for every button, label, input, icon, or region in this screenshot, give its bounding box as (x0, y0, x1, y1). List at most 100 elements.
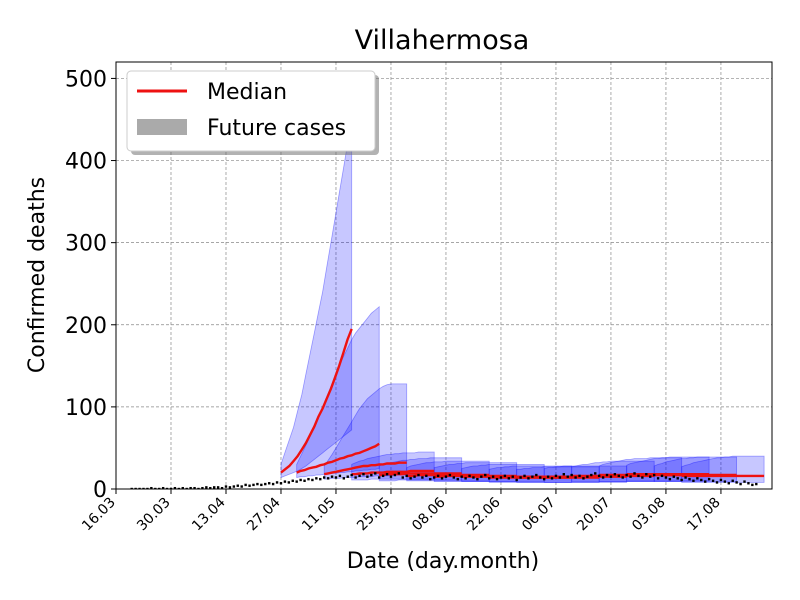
observed-point (189, 486, 192, 489)
observed-point (542, 477, 546, 481)
observed-point (484, 473, 487, 477)
forecast-band-0 (280, 119, 353, 479)
observed-point (134, 487, 137, 489)
observed-point (711, 479, 715, 482)
y-tick-label: 100 (65, 396, 107, 421)
observed-point (456, 477, 459, 481)
observed-point (252, 483, 255, 487)
observed-point (334, 476, 338, 479)
observed-point (256, 482, 259, 486)
x-tick-label: 08.06 (409, 494, 449, 534)
observed-point (625, 473, 628, 477)
observed-point (617, 474, 621, 478)
observed-point (582, 477, 585, 480)
observed-point (672, 475, 675, 478)
observed-point (700, 478, 703, 482)
observed-point (381, 474, 385, 478)
observed-point (362, 473, 365, 476)
y-tick-label: 200 (65, 314, 107, 339)
observed-point (641, 476, 644, 479)
observed-point (727, 482, 730, 485)
observed-point (590, 473, 593, 477)
observed-point (605, 473, 609, 477)
observed-point (660, 474, 664, 478)
observed-point (413, 475, 416, 478)
observed-point (444, 475, 448, 478)
observed-point (354, 476, 357, 479)
observed-point (480, 475, 483, 478)
observed-point (601, 476, 605, 479)
observed-point (307, 477, 310, 481)
y-axis: 0 100 200 300 400 500 (65, 67, 116, 503)
observed-point (173, 486, 177, 489)
x-axis: 16.03 30.03 13.04 27.04 11.05 25.05 08.06 22.06… (79, 489, 724, 534)
observed-point (464, 477, 467, 480)
observed-point (401, 476, 404, 479)
observed-point (138, 487, 141, 489)
x-tick-label: 20.07 (574, 495, 614, 535)
observed-points (130, 472, 758, 489)
observed-point (684, 476, 687, 479)
observed-point (291, 479, 294, 482)
observed-point (578, 474, 581, 478)
observed-point (731, 479, 734, 482)
observed-point (495, 477, 499, 481)
y-tick-label: 400 (65, 150, 107, 175)
observed-point (267, 482, 271, 485)
observed-point (224, 485, 228, 488)
observed-point (621, 476, 624, 479)
observed-point (519, 476, 522, 479)
observed-point (330, 475, 334, 478)
observed-point (715, 481, 719, 484)
observed-point (417, 473, 420, 477)
observed-point (566, 475, 569, 478)
observed-point (562, 473, 566, 476)
x-tick-label: 13.04 (189, 494, 229, 534)
median-line-0 (280, 328, 353, 474)
observed-point (130, 487, 133, 489)
observed-point (597, 474, 601, 478)
observed-point (421, 476, 424, 479)
observed-point (303, 479, 306, 482)
plot-area (116, 62, 772, 489)
observed-point (315, 477, 318, 480)
observed-point (609, 475, 613, 478)
observed-point (425, 474, 428, 478)
observed-point (185, 487, 188, 489)
observed-point (656, 477, 660, 480)
legend: Median Future cases (126, 70, 379, 155)
observed-point (248, 484, 251, 487)
observed-point (594, 472, 597, 475)
observed-point (385, 473, 389, 476)
observed-point (271, 482, 275, 486)
observed-point (197, 487, 200, 489)
legend-box (126, 70, 376, 152)
observed-point (472, 476, 475, 479)
observed-point (735, 481, 738, 484)
observed-point (342, 477, 346, 480)
observed-point (244, 483, 247, 487)
observed-point (181, 486, 184, 489)
observed-point (688, 477, 691, 481)
observed-point (311, 478, 314, 482)
observed-point (652, 473, 656, 477)
x-tick-label: 03.08 (629, 495, 669, 535)
observed-point (213, 486, 216, 489)
observed-point (264, 482, 267, 486)
observed-point (440, 477, 444, 480)
observed-point (570, 473, 573, 477)
observed-point (346, 475, 349, 478)
observed-point (692, 479, 695, 482)
observed-point (668, 477, 672, 481)
observed-point (719, 478, 723, 482)
observed-point (499, 476, 503, 479)
observed-point (531, 475, 534, 478)
observed-point (275, 481, 279, 484)
observed-point (287, 481, 291, 484)
observed-point (747, 482, 750, 485)
observed-point (228, 486, 232, 489)
observed-point (613, 473, 617, 476)
observed-point (723, 480, 727, 483)
observed-point (260, 483, 263, 487)
